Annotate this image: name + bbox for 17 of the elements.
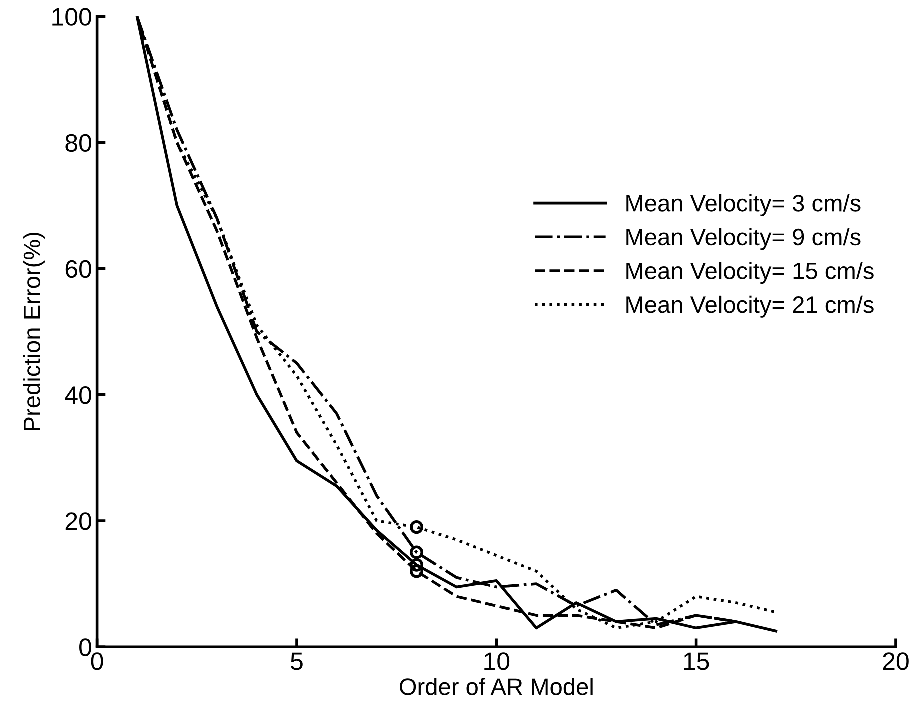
x-tick-label: 15	[684, 652, 710, 670]
y-tick-label: 100	[52, 8, 92, 26]
x-tick-label: 0	[91, 652, 104, 670]
y-tick-label: 0	[80, 638, 92, 656]
y-tick-label: 60	[66, 260, 92, 278]
legend-label: Mean Velocity= 3 cm/s	[626, 194, 861, 216]
y-tick-label: 80	[66, 134, 92, 152]
legend-label: Mean Velocity= 9 cm/s	[626, 228, 861, 250]
x-tick-label: 10	[484, 652, 510, 670]
y-tick-label: 20	[66, 512, 92, 530]
y-axis-title: Prediction Error(%)	[23, 232, 46, 430]
x-axis-title: Order of AR Model	[400, 678, 593, 696]
x-tick-label: 20	[883, 652, 909, 670]
x-tick-label: 5	[291, 652, 303, 670]
legend-label: Mean Velocity= 21 cm/s	[626, 296, 874, 318]
legend-label: Mean Velocity= 15 cm/s	[626, 262, 874, 284]
y-tick-label: 40	[65, 386, 92, 404]
